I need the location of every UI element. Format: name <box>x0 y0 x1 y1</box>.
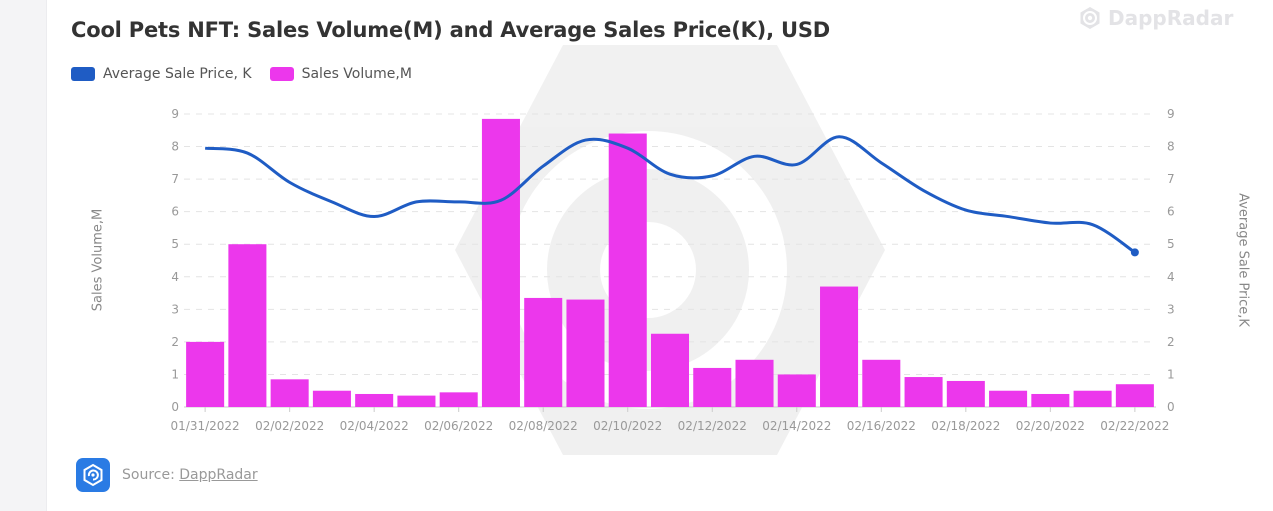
volume-bar[interactable] <box>439 392 478 407</box>
x-tick-label: 01/31/2022 <box>171 419 240 433</box>
volume-bar[interactable] <box>904 377 943 407</box>
legend-label-price: Average Sale Price, K <box>103 66 252 82</box>
background-watermark <box>455 45 885 455</box>
volume-bar[interactable] <box>777 374 816 407</box>
volume-bar[interactable] <box>355 393 394 407</box>
y-tick-right-label: 2 <box>1167 335 1175 349</box>
x-tick-label: 02/16/2022 <box>847 419 916 433</box>
axis-ticks: 0 0 1 1 2 2 3 3 4 4 5 5 6 6 7 7 8 8 9 9 01/31/2022 02/02/2022… <box>171 107 1175 433</box>
brand-watermark: DappRadar <box>1078 6 1233 30</box>
y-tick-right-label: 3 <box>1167 302 1175 316</box>
legend-swatch-price <box>71 67 95 81</box>
volume-bar[interactable] <box>397 395 436 407</box>
y-tick-left-label: 7 <box>171 172 179 186</box>
volume-bar[interactable] <box>989 390 1028 407</box>
chart-legend: Average Sale Price, K Sales Volume,M <box>71 66 412 82</box>
y-tick-left-label: 6 <box>171 205 179 219</box>
x-tick-label: 02/04/2022 <box>340 419 409 433</box>
legend-item-price[interactable]: Average Sale Price, K <box>71 66 252 82</box>
y-tick-right-label: 8 <box>1167 140 1175 154</box>
y-tick-right-label: 1 <box>1167 367 1175 381</box>
source-footer: Source: DappRadar <box>76 458 258 492</box>
x-tick-label: 02/14/2022 <box>762 419 831 433</box>
volume-bar[interactable] <box>735 359 774 407</box>
y-tick-right-label: 6 <box>1167 205 1175 219</box>
volume-bar[interactable] <box>1073 390 1112 407</box>
volume-bar[interactable] <box>524 297 563 407</box>
x-tick-label: 02/20/2022 <box>1016 419 1085 433</box>
x-tick-label: 02/06/2022 <box>424 419 493 433</box>
volume-bar[interactable] <box>1115 384 1154 407</box>
y-tick-left-label: 2 <box>171 335 179 349</box>
price-line-group <box>204 135 1139 257</box>
dappradar-logo-icon <box>1080 7 1100 29</box>
y-tick-right-label: 9 <box>1167 107 1175 121</box>
x-tick-label: 02/02/2022 <box>255 419 324 433</box>
volume-bar[interactable] <box>862 359 901 407</box>
volume-bar[interactable] <box>481 118 520 407</box>
x-tick-label: 02/12/2022 <box>678 419 747 433</box>
x-tick-label: 02/10/2022 <box>593 419 662 433</box>
y-tick-right-label: 5 <box>1167 237 1175 251</box>
y-tick-left-label: 8 <box>171 140 179 154</box>
volume-bar[interactable] <box>820 286 859 407</box>
y-tick-right-label: 4 <box>1167 270 1175 284</box>
y-tick-right-label: 0 <box>1167 400 1175 414</box>
x-tick-label: 02/22/2022 <box>1100 419 1169 433</box>
legend-label-volume: Sales Volume,M <box>301 66 412 82</box>
x-tick-label: 02/18/2022 <box>931 419 1000 433</box>
volume-bar[interactable] <box>946 380 985 407</box>
volume-bar[interactable] <box>650 333 690 407</box>
y-tick-left-label: 4 <box>171 270 179 284</box>
volume-bar[interactable] <box>228 244 267 407</box>
source-link[interactable]: DappRadar <box>179 467 258 483</box>
y-tick-left-label: 3 <box>171 302 179 316</box>
legend-item-volume[interactable]: Sales Volume,M <box>269 66 412 82</box>
volume-bar[interactable] <box>186 341 225 407</box>
y-tick-left-label: 1 <box>171 367 179 381</box>
volume-bars <box>186 118 1154 408</box>
volume-bar[interactable] <box>608 133 647 408</box>
legend-swatch-volume <box>269 67 294 81</box>
y-tick-left-label: 0 <box>171 400 179 414</box>
chart-title: Cool Pets NFT: Sales Volume(M) and Avera… <box>71 18 830 42</box>
price-point-end[interactable] <box>1130 248 1139 257</box>
volume-bar[interactable] <box>1031 393 1070 407</box>
brand-name: DappRadar <box>1108 6 1234 30</box>
source-prefix: Source: <box>122 467 175 483</box>
dappradar-logo-icon <box>76 458 110 492</box>
volume-bar[interactable] <box>270 379 309 407</box>
price-line[interactable] <box>204 135 1136 254</box>
y-tick-right-label: 7 <box>1167 172 1175 186</box>
y-tick-left-label: 9 <box>171 107 179 121</box>
volume-bar[interactable] <box>312 390 351 407</box>
volume-bar[interactable] <box>693 367 732 407</box>
page-left-border <box>46 0 47 511</box>
y-tick-left-label: 5 <box>171 237 179 251</box>
page-left-margin <box>0 0 46 511</box>
volume-bar[interactable] <box>566 299 605 407</box>
x-tick-label: 02/08/2022 <box>509 419 578 433</box>
